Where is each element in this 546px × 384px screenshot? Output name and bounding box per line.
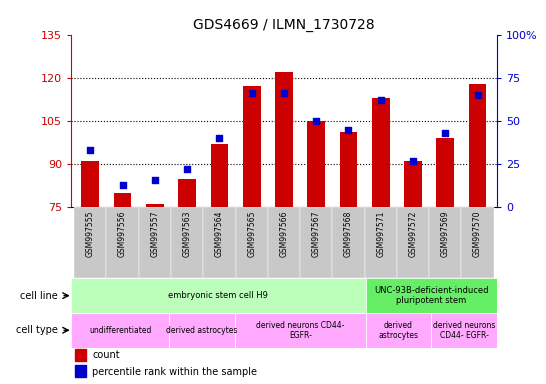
- Title: GDS4669 / ILMN_1730728: GDS4669 / ILMN_1730728: [193, 18, 375, 32]
- Text: UNC-93B-deficient-induced
pluripotent stem: UNC-93B-deficient-induced pluripotent st…: [374, 286, 489, 305]
- Bar: [171, 207, 203, 278]
- Text: percentile rank within the sample: percentile rank within the sample: [92, 366, 257, 377]
- Bar: [300, 207, 333, 278]
- Text: count: count: [92, 350, 120, 360]
- Text: GSM997563: GSM997563: [182, 211, 192, 257]
- Bar: [243, 86, 260, 207]
- Text: GSM997556: GSM997556: [118, 211, 127, 257]
- Text: undifferentiated: undifferentiated: [89, 326, 151, 335]
- Bar: [74, 207, 106, 278]
- Point: [86, 147, 94, 154]
- Text: GSM997567: GSM997567: [312, 211, 321, 257]
- Bar: [106, 207, 139, 278]
- Point: [441, 130, 449, 136]
- Bar: [75, 349, 86, 361]
- Bar: [71, 313, 169, 348]
- Bar: [340, 132, 357, 207]
- Bar: [203, 207, 235, 278]
- Text: cell line: cell line: [20, 291, 58, 301]
- Point: [118, 182, 127, 188]
- Bar: [366, 278, 497, 313]
- Bar: [178, 179, 196, 207]
- Text: GSM997564: GSM997564: [215, 211, 224, 257]
- Point: [215, 135, 224, 141]
- Text: GSM997570: GSM997570: [473, 211, 482, 257]
- Text: GSM997569: GSM997569: [441, 211, 450, 257]
- Point: [408, 158, 417, 164]
- Bar: [235, 313, 366, 348]
- Bar: [404, 161, 422, 207]
- Bar: [146, 205, 164, 207]
- Point: [376, 97, 385, 103]
- Bar: [397, 207, 429, 278]
- Point: [247, 90, 256, 96]
- Bar: [235, 207, 268, 278]
- Text: GSM997565: GSM997565: [247, 211, 256, 257]
- Bar: [372, 98, 390, 207]
- Point: [473, 92, 482, 98]
- Bar: [275, 72, 293, 207]
- Bar: [468, 84, 486, 207]
- Bar: [461, 207, 494, 278]
- Bar: [211, 144, 228, 207]
- Point: [344, 127, 353, 133]
- Text: GSM997568: GSM997568: [344, 211, 353, 257]
- Text: derived
astrocytes: derived astrocytes: [378, 321, 419, 340]
- Point: [151, 177, 159, 183]
- Bar: [366, 313, 431, 348]
- Bar: [431, 313, 497, 348]
- Bar: [114, 193, 132, 207]
- Bar: [71, 278, 366, 313]
- Bar: [333, 207, 365, 278]
- Bar: [429, 207, 461, 278]
- Bar: [139, 207, 171, 278]
- Text: derived astrocytes: derived astrocytes: [167, 326, 238, 335]
- Text: cell type: cell type: [16, 325, 58, 335]
- Point: [183, 166, 192, 172]
- Bar: [75, 365, 86, 377]
- Bar: [307, 121, 325, 207]
- Text: embryonic stem cell H9: embryonic stem cell H9: [169, 291, 268, 300]
- Text: derived neurons
CD44- EGFR-: derived neurons CD44- EGFR-: [433, 321, 495, 340]
- Bar: [81, 161, 99, 207]
- Text: GSM997555: GSM997555: [86, 211, 95, 257]
- Text: GSM997557: GSM997557: [150, 211, 159, 257]
- Text: derived neurons CD44-
EGFR-: derived neurons CD44- EGFR-: [256, 321, 345, 340]
- Point: [280, 90, 288, 96]
- Text: GSM997571: GSM997571: [376, 211, 385, 257]
- Point: [312, 118, 321, 124]
- Bar: [436, 138, 454, 207]
- Bar: [169, 313, 235, 348]
- Bar: [365, 207, 397, 278]
- Text: GSM997566: GSM997566: [280, 211, 288, 257]
- Bar: [268, 207, 300, 278]
- Text: GSM997572: GSM997572: [408, 211, 418, 257]
